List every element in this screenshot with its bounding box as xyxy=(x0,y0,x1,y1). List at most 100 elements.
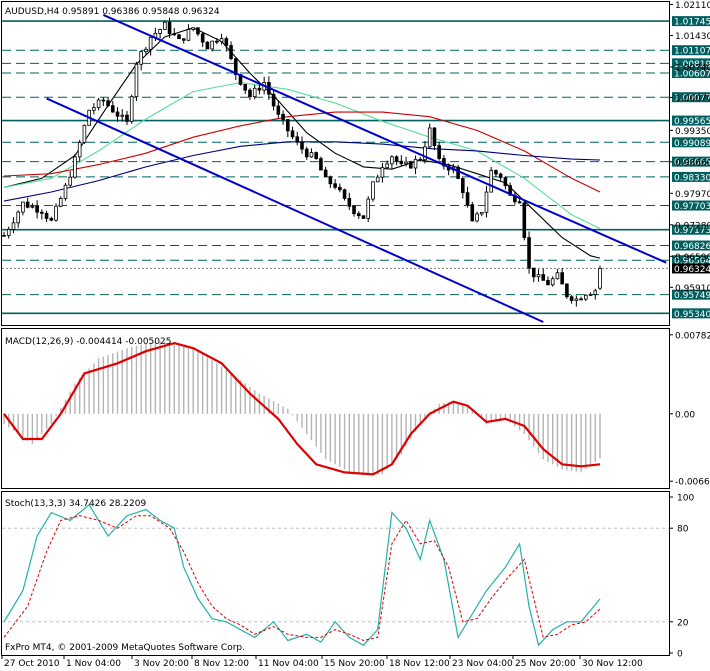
time-tick-label-4: 11 Nov 04:00 xyxy=(258,659,319,669)
candle-body xyxy=(129,96,134,122)
candle-body xyxy=(295,136,300,143)
trend-line-0 xyxy=(102,14,667,264)
ma-navy-line xyxy=(3,141,601,202)
candle-body xyxy=(248,89,252,98)
level-label-box-1 xyxy=(672,45,710,56)
macd-panel: 0.007824 0.00 -0.006676 xyxy=(3,331,710,488)
candle-body xyxy=(550,278,555,286)
candle-body xyxy=(498,173,503,178)
ma-red-line xyxy=(3,111,601,193)
price-tick-label-0: 1.02110 xyxy=(675,1,710,11)
candle-body xyxy=(465,192,470,206)
candle-body xyxy=(546,279,550,286)
candle-body xyxy=(181,38,186,41)
candle-body xyxy=(92,107,96,111)
candle-body xyxy=(427,127,432,148)
candle-body xyxy=(314,152,318,159)
candle-body xyxy=(120,114,125,117)
candle-body xyxy=(172,33,177,36)
candle-body xyxy=(584,294,588,300)
candle-body xyxy=(574,298,579,301)
price-tick-label-9: 0.95910 xyxy=(675,284,710,294)
candle-body xyxy=(560,272,564,285)
main-header: AUDUSD,H4 0.95891 0.96386 0.95848 0.9632… xyxy=(5,7,220,17)
candle-body xyxy=(361,215,366,219)
candle-body xyxy=(177,34,181,40)
level-label-box-12 xyxy=(672,255,710,266)
stoch-signal-line xyxy=(3,515,601,642)
candle-body xyxy=(82,124,87,143)
current-price-box xyxy=(672,263,710,274)
candle-body xyxy=(319,158,323,171)
macd-header: MACD(12,26,9) -0.004414 -0.005025 xyxy=(5,337,171,347)
level-label-box-10 xyxy=(672,224,710,235)
current-price-label: 0.96324 xyxy=(674,265,710,275)
level-label-box-3 xyxy=(672,68,710,79)
candle-body xyxy=(233,58,238,75)
candle-body xyxy=(186,29,191,41)
level-label-10: 0.97173 xyxy=(674,226,710,236)
candle-body xyxy=(2,234,6,237)
candle-body xyxy=(475,213,479,222)
stoch-tick-label-1: 80 xyxy=(677,525,689,535)
candle-body xyxy=(323,169,328,178)
price-tick-label-2: 1.00740 xyxy=(675,63,710,73)
copyright-text: FxPro MT4, © 2001-2009 MetaQuotes Softwa… xyxy=(5,643,245,653)
time-tick-label-5: 15 Nov 20:00 xyxy=(324,659,385,669)
candle-body xyxy=(456,166,460,179)
candle-body xyxy=(408,161,413,169)
price-tick-label-1: 1.01430 xyxy=(675,32,710,42)
candle-body xyxy=(565,283,569,298)
candle-body xyxy=(224,38,229,46)
candle-body xyxy=(555,272,560,280)
candle-body xyxy=(30,205,35,208)
candle-body xyxy=(281,113,285,120)
candle-body xyxy=(508,185,512,196)
level-label-box-13 xyxy=(672,289,710,300)
candle-body xyxy=(413,158,418,169)
stoch-tick-label-3: 0 xyxy=(677,650,683,660)
price-tick-label-7: 0.97280 xyxy=(675,221,710,231)
candle-body xyxy=(342,189,347,199)
candle-body xyxy=(21,201,25,213)
candle-body xyxy=(44,212,49,219)
price-tick-label-4: 0.99350 xyxy=(675,127,710,137)
ma-green-line xyxy=(3,81,601,229)
candle-body xyxy=(286,119,290,132)
candle-body xyxy=(356,213,361,217)
candle-body xyxy=(77,142,82,158)
candle-body xyxy=(390,156,394,165)
stoch-header: Stoch(13,3,3) 34.7426 28.2209 xyxy=(5,499,146,509)
candle-body xyxy=(115,111,120,117)
candle-body xyxy=(276,105,281,115)
candle-body xyxy=(96,99,101,108)
time-tick-label-7: 23 Nov 04:00 xyxy=(452,659,513,669)
level-label-box-5 xyxy=(672,115,710,126)
candle-body xyxy=(49,218,54,221)
candle-body xyxy=(588,293,593,296)
candle-body xyxy=(309,152,314,158)
candle-body xyxy=(63,184,68,199)
candle-body xyxy=(167,21,172,35)
level-label-0: 1.01745 xyxy=(674,18,710,28)
candle-body xyxy=(423,146,427,160)
candle-body xyxy=(527,237,531,269)
macd-tick-label-1: 0.00 xyxy=(675,410,695,420)
candle-body xyxy=(541,274,546,281)
candle-body xyxy=(101,99,106,102)
candle-body xyxy=(399,160,404,165)
candle-body xyxy=(300,141,304,150)
price-axis: 1.02110 1.01430 1.00740 1.00070 0.99350 0.986… xyxy=(669,1,710,294)
price-candles xyxy=(2,17,602,307)
candle-body xyxy=(6,229,11,236)
candle-body xyxy=(148,36,153,50)
candle-body xyxy=(229,45,233,60)
candle-body xyxy=(54,205,58,221)
candle-body xyxy=(522,202,527,238)
candle-body xyxy=(58,198,63,207)
level-label-2: 1.00819 xyxy=(674,60,710,70)
level-label-12: 0.96504 xyxy=(674,257,710,267)
candle-body xyxy=(404,161,408,165)
candle-body xyxy=(598,268,602,289)
